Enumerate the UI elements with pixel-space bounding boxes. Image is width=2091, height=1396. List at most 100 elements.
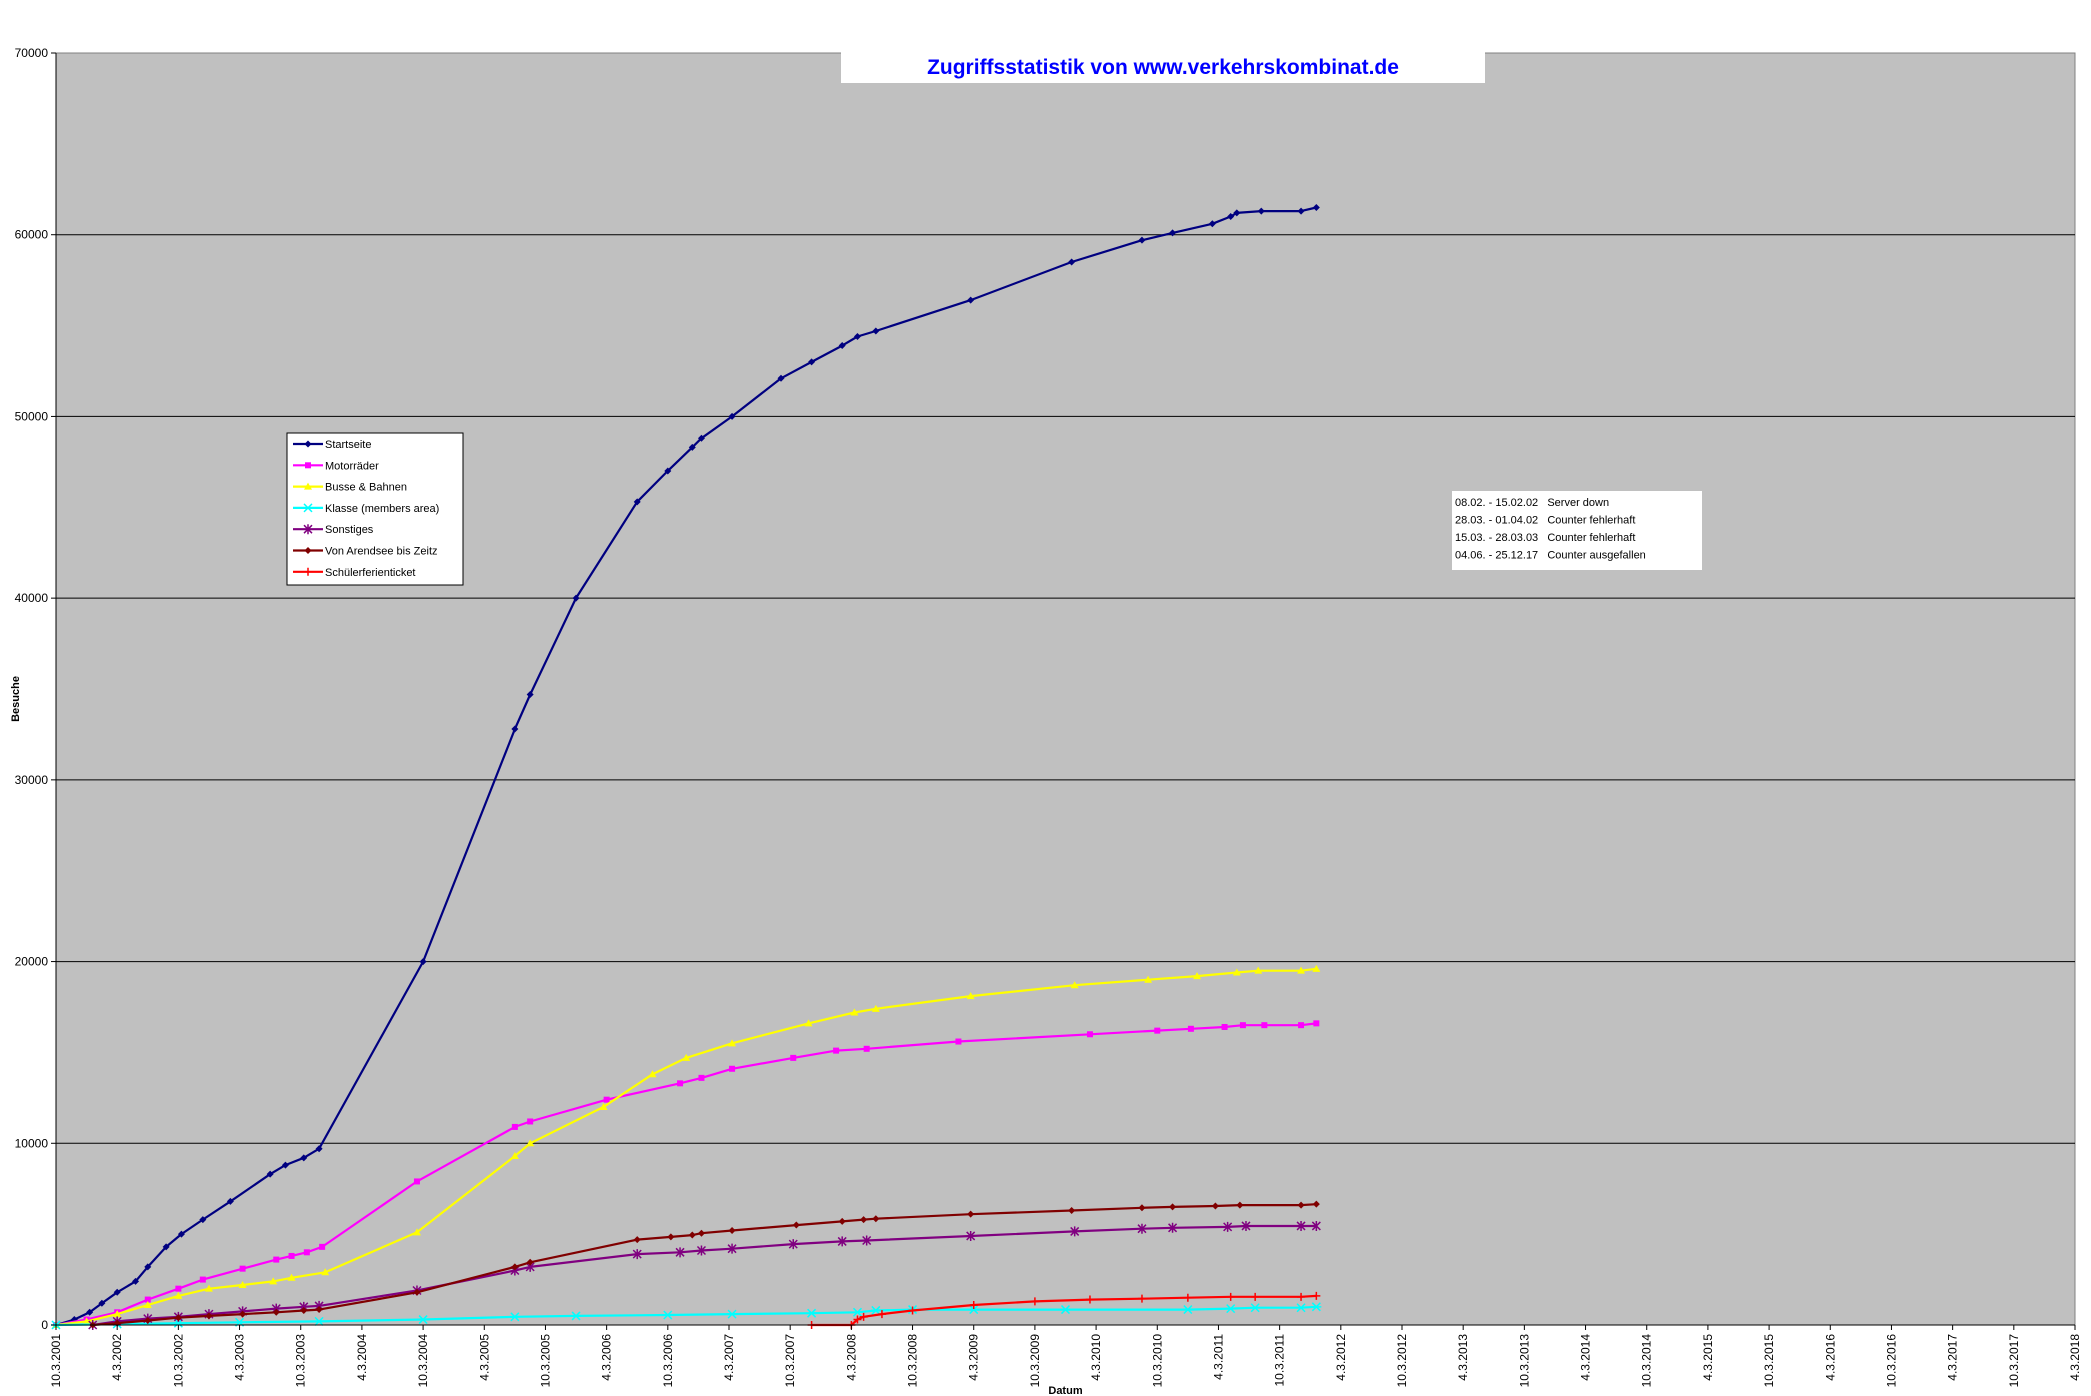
data-point	[1226, 1292, 1235, 1301]
data-point	[273, 1256, 280, 1263]
x-tick-label: 4.3.2005	[477, 1334, 491, 1381]
data-point	[955, 1038, 962, 1045]
data-point	[696, 1245, 706, 1256]
data-point	[966, 992, 975, 1000]
data-point	[266, 1170, 274, 1178]
data-point	[804, 1019, 813, 1027]
data-point	[199, 1216, 207, 1224]
data-point	[682, 1053, 691, 1061]
data-point	[113, 1310, 122, 1318]
legend-marker	[304, 440, 312, 448]
data-point	[837, 1236, 847, 1247]
data-point	[204, 1284, 213, 1292]
legend-item: Klasse (members area)	[293, 503, 439, 515]
legend-marker	[303, 524, 313, 535]
y-tick-label: 40000	[15, 591, 49, 605]
data-point	[1138, 236, 1146, 244]
plot-area	[55, 52, 2076, 1326]
data-point	[238, 1281, 247, 1289]
data-point	[788, 1239, 798, 1250]
data-point	[1086, 1031, 1093, 1038]
x-tick-label: 10.3.2005	[538, 1334, 552, 1388]
data-point	[572, 594, 580, 602]
data-point	[1068, 1207, 1076, 1215]
data-point	[174, 1291, 183, 1299]
data-point	[300, 1154, 308, 1162]
data-point	[315, 1145, 323, 1153]
data-point	[632, 1249, 642, 1260]
data-point	[143, 1301, 152, 1309]
x-tick-label: 4.3.2007	[722, 1334, 736, 1381]
y-tick-label: 60000	[15, 228, 49, 242]
data-point	[667, 1233, 675, 1241]
data-point	[1169, 1203, 1177, 1211]
x-axis: 10.3.2001 4.3.2002 10.3.2002 4.3.2003 10.3.2…	[49, 1324, 2082, 1388]
x-tick-label: 4.3.2012	[1334, 1334, 1348, 1381]
x-tick-label: 10.3.2016	[1884, 1334, 1898, 1388]
series-layer	[51, 203, 1322, 1330]
data-point	[833, 1047, 840, 1054]
data-point	[1183, 1293, 1192, 1302]
data-point	[872, 1215, 880, 1223]
data-point	[144, 1263, 152, 1271]
data-point	[511, 725, 519, 733]
data-point	[526, 1258, 534, 1266]
x-tick-label: 10.3.2004	[416, 1334, 430, 1388]
data-point	[728, 1039, 737, 1047]
data-point	[226, 1197, 234, 1205]
data-point	[648, 1070, 657, 1078]
data-point	[1250, 1303, 1261, 1313]
data-point	[205, 1312, 213, 1320]
data-point	[603, 1096, 610, 1103]
data-point	[174, 1314, 182, 1322]
data-point	[321, 1268, 330, 1276]
data-point	[288, 1252, 295, 1259]
data-point	[1232, 968, 1241, 976]
data-point	[808, 358, 816, 366]
data-point	[1223, 1221, 1233, 1232]
data-point	[1070, 1226, 1080, 1237]
legend-item: Sonstiges	[293, 524, 374, 536]
data-point	[510, 1152, 519, 1160]
data-point	[633, 498, 641, 506]
data-point	[697, 434, 705, 442]
x-tick-label: 10.3.2007	[783, 1334, 797, 1388]
legend-marker	[303, 503, 313, 513]
x-tick-label: 4.3.2017	[1946, 1334, 1960, 1381]
data-point	[853, 332, 861, 340]
data-point	[688, 443, 696, 451]
data-point	[526, 690, 534, 698]
data-point	[697, 1229, 705, 1237]
data-point	[863, 1045, 870, 1052]
y-tick-label: 10000	[15, 1136, 49, 1150]
x-tick-label: 4.3.2013	[1456, 1334, 1470, 1381]
data-point	[967, 1210, 975, 1218]
legend-item: Busse & Bahnen	[293, 482, 407, 494]
x-tick-label: 10.3.2013	[1517, 1334, 1531, 1388]
data-point	[877, 1310, 886, 1319]
data-point	[1225, 1304, 1236, 1314]
legend-item: Motorräder	[293, 460, 379, 472]
data-point	[413, 1288, 421, 1296]
data-point	[98, 1299, 106, 1307]
legend-label: Schülerferienticket	[325, 567, 416, 579]
data-point	[1168, 1222, 1178, 1233]
x-tick-label: 4.3.2009	[967, 1334, 981, 1381]
data-point	[728, 412, 736, 420]
data-point	[1254, 966, 1263, 974]
data-point	[511, 1263, 519, 1271]
data-point	[1311, 1302, 1322, 1312]
data-point	[1182, 1305, 1193, 1315]
data-point	[1296, 1220, 1306, 1231]
legend-marker	[304, 547, 312, 554]
data-point	[177, 1230, 185, 1238]
data-point	[1297, 966, 1306, 974]
series-2	[53, 1020, 1320, 1328]
data-point	[1312, 964, 1321, 972]
data-point	[571, 1311, 582, 1321]
data-point	[144, 1316, 152, 1324]
series-6	[89, 1200, 1320, 1329]
data-point	[300, 1306, 308, 1314]
legend-label: Startseite	[325, 439, 371, 451]
